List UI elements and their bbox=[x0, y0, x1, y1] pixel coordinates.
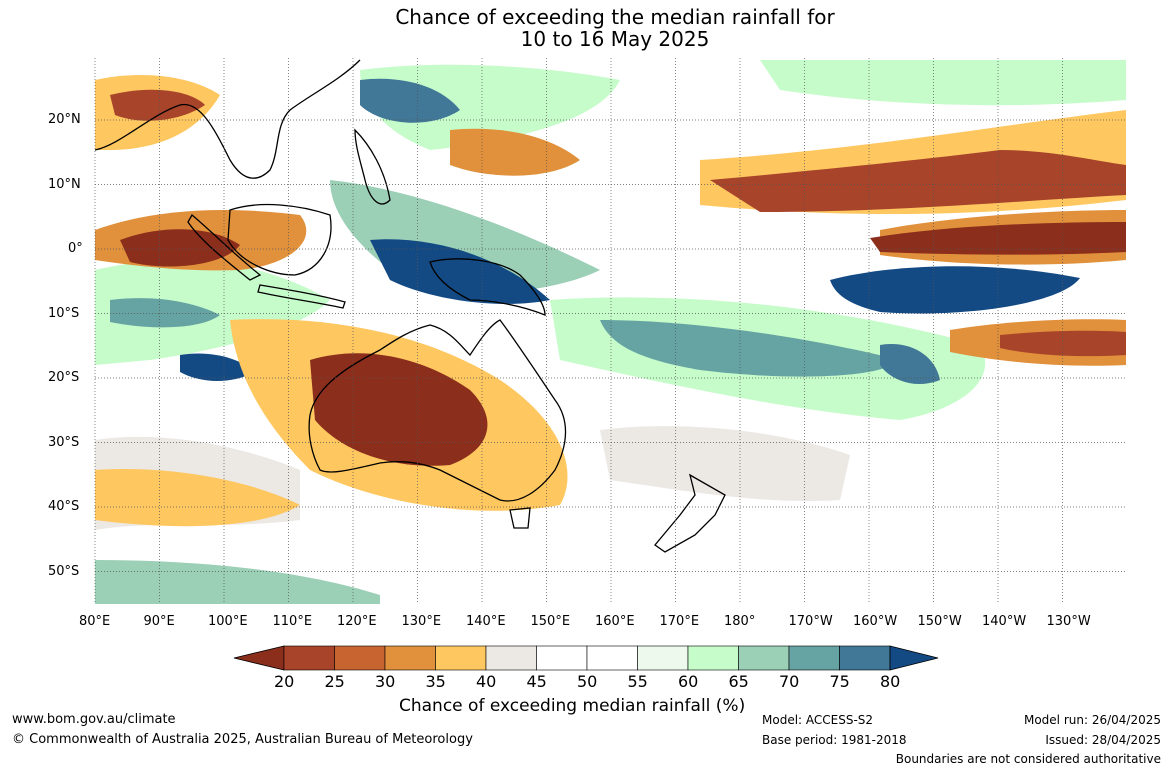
longitude-label: 80°E bbox=[79, 614, 111, 629]
above-median-area bbox=[95, 560, 380, 604]
boundaries-disclaimer: Boundaries are not considered authoritat… bbox=[895, 752, 1161, 766]
colorbar-segment bbox=[334, 645, 386, 671]
high-chance-area bbox=[180, 353, 255, 382]
colorbar-segment bbox=[485, 645, 537, 671]
new-zealand-coastline bbox=[654, 473, 726, 553]
chart-title-line-2: 10 to 16 May 2025 bbox=[520, 27, 710, 51]
philippines-coastline bbox=[354, 128, 391, 205]
longitude-label: 130°E bbox=[401, 614, 442, 629]
copyright-text: © Commonwealth of Australia 2025, Austra… bbox=[12, 732, 473, 747]
high-chance-area bbox=[880, 344, 940, 385]
colorbar-tick: 30 bbox=[375, 672, 396, 691]
colorbar-tick: 75 bbox=[829, 672, 850, 691]
colorbar-tick: 40 bbox=[476, 672, 497, 691]
graticule bbox=[94, 58, 1126, 604]
colorbar-tick: 50 bbox=[577, 672, 598, 691]
latitude-label: 20°N bbox=[48, 112, 81, 127]
high-chance-area bbox=[360, 78, 460, 123]
model-name: Model: ACCESS-S2 bbox=[762, 713, 874, 727]
sumatra-coastline bbox=[187, 214, 262, 281]
model-run-date: Model run: 26/04/2025 bbox=[1023, 713, 1161, 727]
colorbar-tick: 55 bbox=[627, 672, 648, 691]
asia-coastline bbox=[95, 59, 361, 179]
colorbar-segment bbox=[283, 645, 335, 671]
chart-title-line-1: Chance of exceeding the median rainfall … bbox=[395, 5, 835, 29]
colorbar-segment bbox=[687, 645, 739, 671]
borneo-coastline bbox=[227, 203, 332, 276]
rainfall-fields bbox=[95, 60, 1126, 604]
low-chance-area bbox=[710, 150, 1126, 212]
latitude-label: 0° bbox=[68, 241, 83, 256]
low-chance-area bbox=[1000, 330, 1126, 357]
longitude-label: 90°E bbox=[143, 614, 175, 629]
issued-date: Issued: 28/04/2025 bbox=[1045, 733, 1161, 747]
longitude-label: 140°E bbox=[466, 614, 506, 629]
below-median-area bbox=[450, 128, 580, 176]
above-median-area bbox=[110, 298, 220, 328]
latitude-label: 40°S bbox=[48, 499, 80, 514]
colorbar-segment bbox=[788, 645, 840, 671]
colorbar-tick: 70 bbox=[779, 672, 800, 691]
longitude-label: 170°E bbox=[659, 614, 700, 629]
high-chance-area bbox=[830, 266, 1080, 314]
colorbar-tick: 80 bbox=[880, 672, 901, 691]
colorbar-segment bbox=[586, 645, 638, 671]
longitude-label: 120°E bbox=[337, 614, 377, 629]
colorbar-segment bbox=[384, 645, 436, 671]
website-link[interactable]: www.bom.gov.au/climate bbox=[12, 712, 176, 727]
colorbar-segment bbox=[738, 645, 790, 671]
tasmania-coastline bbox=[509, 507, 531, 529]
latitude-label: 50°S bbox=[48, 563, 80, 579]
longitude-label: 130°W bbox=[1046, 614, 1091, 629]
longitude-label: 170°W bbox=[788, 614, 833, 629]
latitude-label: 10°N bbox=[48, 176, 81, 192]
colorbar-segment bbox=[637, 645, 689, 671]
above-median-area bbox=[600, 320, 900, 377]
coastlines bbox=[95, 59, 726, 553]
colorbar-segment bbox=[536, 645, 588, 671]
longitude-label: 150°E bbox=[530, 614, 571, 629]
high-chance-area bbox=[370, 239, 550, 304]
low-chance-area bbox=[110, 89, 205, 121]
latitude-label: 20°S bbox=[48, 370, 80, 385]
colorbar-label: Chance of exceeding median rainfall (%) bbox=[399, 696, 746, 716]
latitude-label: 10°S bbox=[48, 305, 80, 321]
colorbar-high-arrow bbox=[889, 645, 939, 671]
longitude-label: 150°W bbox=[917, 614, 962, 629]
above-median-area bbox=[360, 64, 620, 150]
colorbar-segment bbox=[435, 645, 487, 671]
colorbar-tick: 60 bbox=[678, 672, 699, 691]
near-median-area bbox=[600, 426, 850, 501]
longitude-label: 140°W bbox=[982, 614, 1027, 629]
longitude-label: 110°E bbox=[272, 614, 313, 629]
low-chance-area bbox=[120, 229, 240, 267]
colorbar-tick: 20 bbox=[274, 672, 295, 691]
colorbar-tick: 25 bbox=[324, 672, 345, 691]
above-median-area bbox=[760, 60, 1126, 106]
colorbar-low-arrow bbox=[233, 645, 285, 671]
below-median-area bbox=[95, 469, 300, 527]
colorbar-segment bbox=[839, 645, 891, 671]
colorbar bbox=[233, 645, 939, 671]
longitude-label: 160°W bbox=[853, 614, 898, 629]
base-period: Base period: 1981-2018 bbox=[762, 733, 907, 747]
colorbar-tick: 65 bbox=[728, 672, 749, 691]
longitude-label: 160°E bbox=[595, 614, 635, 629]
latitude-label: 30°S bbox=[48, 434, 80, 450]
longitude-label: 100°E bbox=[208, 614, 248, 629]
longitude-label: 180° bbox=[724, 614, 756, 629]
colorbar-tick: 45 bbox=[526, 672, 547, 691]
colorbar-tick: 35 bbox=[425, 672, 446, 691]
australia-coastline bbox=[308, 319, 567, 502]
new-guinea-coastline bbox=[429, 258, 546, 316]
java-coastline bbox=[257, 284, 346, 309]
low-chance-area bbox=[310, 353, 488, 466]
